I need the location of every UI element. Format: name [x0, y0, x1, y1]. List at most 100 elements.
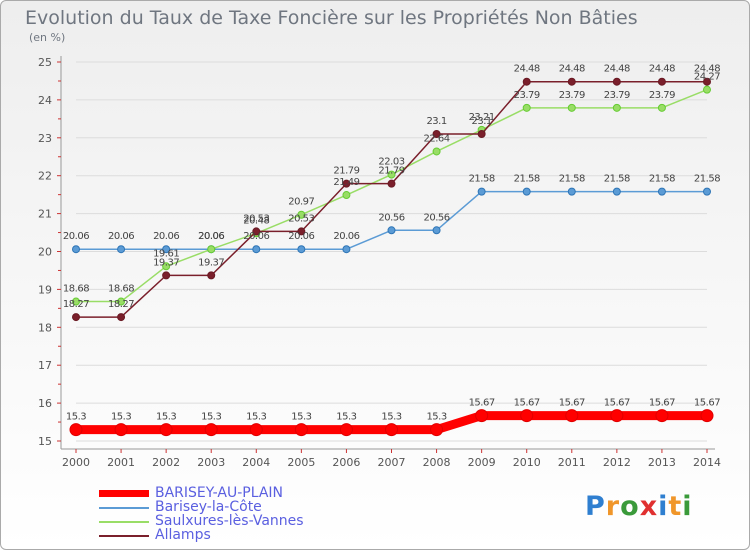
data-point-barisey-la-cote — [522, 187, 531, 196]
data-point-barisey-la-cote — [297, 245, 306, 254]
data-point-barisey-la-cote — [252, 245, 261, 254]
logo-letter: r — [605, 491, 621, 522]
data-label-allamps: 21.79 — [333, 166, 359, 177]
data-label-allamps: 24.48 — [514, 64, 540, 75]
y-tick-label: 22 — [38, 170, 52, 183]
data-label-barisey-au-plain: 15.3 — [291, 412, 311, 423]
y-tick-label: 19 — [38, 283, 52, 296]
data-label-barisey-au-plain: 15.3 — [66, 412, 86, 423]
x-tick-label: 2010 — [513, 456, 541, 469]
data-point-barisey-la-cote — [612, 187, 621, 196]
data-label-barisey-la-cote: 21.58 — [649, 174, 675, 185]
legend-item-barisey-au-plain: BARISEY-AU-PLAIN — [99, 485, 399, 501]
x-tick-label: 2000 — [62, 456, 90, 469]
data-label-saulxures-les-vannes: 23.79 — [559, 90, 585, 101]
data-point-allamps — [612, 77, 621, 86]
x-tick-label: 2006 — [332, 456, 360, 469]
data-label-allamps: 18.27 — [108, 299, 134, 310]
logo-letter: P — [585, 491, 606, 522]
data-point-allamps — [207, 271, 216, 280]
data-label-allamps: 24.48 — [604, 64, 630, 75]
data-label-saulxures-les-vannes: 21.49 — [333, 177, 359, 188]
data-point-barisey-la-cote — [477, 187, 486, 196]
data-point-saulxures-les-vannes — [703, 85, 711, 94]
legend-label: BARISEY-AU-PLAIN — [155, 485, 284, 501]
data-point-saulxures-les-vannes — [72, 297, 80, 306]
data-point-allamps — [117, 313, 126, 322]
data-point-allamps — [72, 313, 80, 322]
legend-item-allamps: Allamps — [99, 527, 399, 543]
data-point-saulxures-les-vannes — [207, 245, 216, 254]
data-label-saulxures-les-vannes: 23.21 — [469, 112, 495, 123]
data-point-barisey-au-plain — [385, 423, 398, 437]
y-tick-label: 15 — [38, 435, 52, 448]
legend-item-barisey-la-cote: Barisey-la-Côte — [99, 499, 399, 515]
data-point-barisey-au-plain — [610, 409, 624, 423]
data-label-barisey-au-plain: 15.3 — [111, 412, 131, 423]
data-point-barisey-la-cote — [387, 226, 396, 235]
data-label-allamps: 24.48 — [559, 64, 585, 75]
data-point-allamps — [297, 227, 306, 236]
data-point-barisey-au-plain — [565, 409, 579, 423]
data-label-barisey-au-plain: 15.67 — [559, 398, 585, 409]
y-tick-label: 18 — [38, 321, 52, 334]
legend-label: Allamps — [155, 527, 211, 543]
legend-item-saulxures-les-vannes: Saulxures-lès-Vannes — [99, 513, 399, 529]
data-label-barisey-la-cote: 20.06 — [333, 231, 359, 242]
data-label-allamps: 23.1 — [426, 116, 446, 127]
logo-letter: i — [682, 491, 693, 522]
logo-letter: i — [658, 491, 669, 522]
data-point-allamps — [162, 271, 171, 280]
data-point-allamps — [522, 77, 531, 86]
x-tick-label: 2001 — [107, 456, 135, 469]
data-label-barisey-au-plain: 15.3 — [246, 412, 266, 423]
data-point-allamps — [387, 179, 396, 188]
logo-letter: o — [620, 491, 640, 522]
data-point-saulxures-les-vannes — [657, 103, 666, 112]
data-label-saulxures-les-vannes: 23.79 — [514, 90, 540, 101]
data-label-barisey-la-cote: 20.06 — [108, 231, 134, 242]
legend: BARISEY-AU-PLAIN Barisey-la-Côte Saulxur… — [99, 485, 399, 543]
legend-line-saulxures-les-vannes — [99, 521, 149, 523]
x-tick-label: 2003 — [197, 456, 225, 469]
data-label-barisey-au-plain: 15.3 — [201, 412, 221, 423]
data-label-allamps: 20.53 — [243, 213, 269, 224]
data-label-allamps: 24.48 — [694, 64, 720, 75]
x-tick-label: 2007 — [378, 456, 406, 469]
data-point-barisey-au-plain — [430, 423, 444, 437]
data-point-barisey-au-plain — [114, 423, 128, 437]
logo-letter: x — [639, 491, 659, 522]
data-point-saulxures-les-vannes — [297, 210, 306, 219]
data-point-barisey-au-plain — [475, 409, 489, 423]
data-label-barisey-au-plain: 15.67 — [649, 398, 675, 409]
data-label-saulxures-les-vannes: 19.61 — [153, 248, 179, 259]
data-label-barisey-la-cote: 20.06 — [243, 231, 269, 242]
x-tick-label: 2002 — [152, 456, 180, 469]
series-line-allamps — [76, 80, 707, 318]
data-label-saulxures-les-vannes: 24.27 — [694, 72, 720, 83]
data-point-barisey-la-cote — [657, 187, 666, 196]
data-label-barisey-la-cote: 21.58 — [469, 174, 495, 185]
data-label-barisey-au-plain: 15.67 — [694, 398, 720, 409]
data-point-allamps — [252, 227, 261, 236]
data-point-allamps — [567, 77, 576, 86]
data-point-barisey-au-plain — [159, 423, 173, 437]
data-label-saulxures-les-vannes: 23.79 — [604, 90, 630, 101]
data-point-barisey-au-plain — [294, 423, 308, 437]
x-tick-label: 2012 — [603, 456, 631, 469]
data-point-saulxures-les-vannes — [612, 103, 621, 112]
data-point-barisey-au-plain — [655, 409, 669, 423]
data-label-barisey-la-cote: 20.06 — [198, 231, 224, 242]
data-label-allamps: 19.37 — [153, 257, 179, 268]
data-point-barisey-au-plain — [204, 423, 218, 437]
data-label-barisey-la-cote: 21.58 — [514, 174, 540, 185]
y-tick-label: 17 — [38, 359, 52, 372]
data-label-barisey-la-cote: 21.58 — [559, 174, 585, 185]
data-label-barisey-au-plain: 15.67 — [604, 398, 630, 409]
data-label-barisey-au-plain: 15.3 — [426, 412, 446, 423]
y-tick-label: 16 — [38, 397, 52, 410]
x-tick-label: 2014 — [693, 456, 721, 469]
legend-line-barisey-la-cote — [99, 507, 149, 509]
